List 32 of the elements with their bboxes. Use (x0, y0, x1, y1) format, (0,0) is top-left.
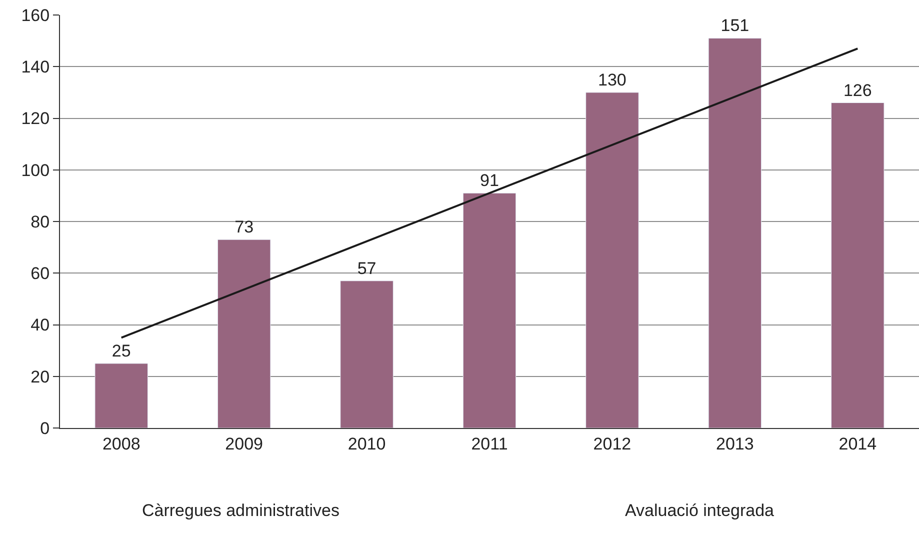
bar (586, 92, 639, 428)
x-tick-label: 2009 (225, 434, 263, 454)
y-tick-label: 120 (21, 109, 50, 128)
x-tick-label: 2011 (471, 434, 508, 454)
y-tick-label: 0 (40, 418, 50, 438)
x-tick-label: 2010 (348, 434, 386, 454)
bar (217, 239, 271, 428)
y-tick-label: 80 (30, 212, 50, 232)
data-label: 73 (234, 218, 254, 237)
data-label: 91 (480, 171, 499, 190)
bar (708, 38, 762, 428)
data-label: 25 (112, 341, 131, 360)
y-tick-label: 40 (30, 316, 50, 335)
x-tick-label: 2012 (593, 434, 632, 454)
x-tick-label: 2013 (716, 434, 754, 454)
bar (340, 280, 394, 428)
data-label: 57 (357, 258, 376, 278)
data-label: 130 (598, 70, 626, 90)
text: Avaluació integrada (625, 501, 775, 520)
y-tick-label: 160 (21, 6, 50, 25)
text: Càrregues administratives (142, 501, 340, 520)
bar (94, 363, 148, 428)
bar (462, 192, 516, 428)
bar (831, 102, 884, 428)
y-tick-label: 20 (30, 367, 50, 386)
y-tick-label: 100 (21, 160, 50, 180)
data-label: 151 (720, 16, 750, 36)
x-tick-label: 2014 (838, 434, 877, 454)
data-label: 126 (843, 80, 872, 100)
y-tick-label: 140 (21, 58, 50, 77)
x-tick-label: 2008 (102, 434, 140, 454)
y-tick-label: 60 (30, 264, 50, 284)
